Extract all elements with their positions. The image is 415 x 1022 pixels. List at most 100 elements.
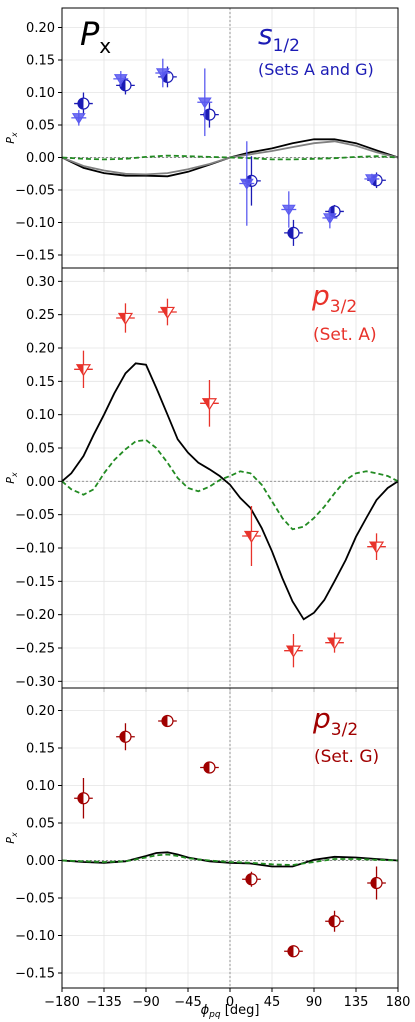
x-tick-label: −180 <box>44 995 80 1010</box>
x-tick-label: 90 <box>306 995 323 1010</box>
annotation: (Sets A and G) <box>258 60 374 79</box>
y-tick-label: 0.10 <box>26 408 55 423</box>
state-label: s1/2 <box>258 18 300 56</box>
marker-triangle <box>71 113 86 125</box>
data-point <box>364 173 380 186</box>
annotation: (Set. A) <box>313 325 377 345</box>
marker-circle-fill <box>77 792 84 804</box>
marker-triangle <box>113 74 128 86</box>
y-tick-label: 0.25 <box>26 308 55 323</box>
panel-1: 0.20 0.15 0.10 0.05 0.00 −0.05 −0.10 −0.15 Px Px s… <box>4 7 399 272</box>
y-axis: 0.20 0.15 0.10 0.05 0.00 −0.05 −0.10 −0.15 <box>15 21 62 264</box>
curve-solid-1 <box>62 362 398 621</box>
y-tick-label: 0.20 <box>26 704 55 719</box>
marker-circle-fill <box>203 762 210 773</box>
panel-2: 0.30 0.25 0.20 0.15 0.10 0.05 0.00 −0.05 −0.10 −0… <box>4 267 399 692</box>
y-tick-label: 0.00 <box>26 151 55 166</box>
data-point <box>116 723 135 751</box>
data-points <box>71 58 386 246</box>
y-tick-label: 0.10 <box>26 779 55 794</box>
y-axis-label: Px <box>4 472 19 484</box>
curves <box>62 362 398 621</box>
x-tick-label: 135 <box>344 995 369 1010</box>
y-tick-label: −0.10 <box>15 216 55 231</box>
marker-circle-fill <box>161 715 168 727</box>
y-tick-label: 0.00 <box>26 854 55 869</box>
data-point <box>155 58 171 88</box>
data-point <box>239 141 255 226</box>
y-tick-label: 0.00 <box>26 475 55 490</box>
annotation: (Set. G) <box>314 747 379 767</box>
data-point <box>242 506 261 566</box>
marker-triangle <box>364 174 379 186</box>
marker-triangle-fill <box>286 646 294 657</box>
data-point <box>325 632 344 653</box>
marker-triangle <box>197 97 212 109</box>
y-tick-label: 0.15 <box>26 375 55 390</box>
data-point <box>242 871 261 887</box>
curves <box>62 851 398 868</box>
marker-circle-fill <box>119 731 126 743</box>
marker-circle-fill <box>371 877 377 889</box>
x-tick-label: −45 <box>174 995 201 1010</box>
y-tick-label: −0.10 <box>15 929 55 944</box>
data-point <box>200 761 219 774</box>
data-point <box>367 866 386 900</box>
data-point <box>284 945 303 958</box>
marker-triangle <box>155 68 170 80</box>
y-tick-label: 0.15 <box>26 54 55 69</box>
y-axis: 0.20 0.15 0.10 0.05 0.00 −0.05 −0.10 −0.15 <box>15 704 62 982</box>
data-point <box>367 533 386 560</box>
data-point <box>74 92 93 115</box>
y-tick-label: 0.05 <box>26 442 55 457</box>
y-tick-label: −0.05 <box>15 892 55 907</box>
data-point <box>116 303 135 333</box>
y-axis-label: Px <box>4 832 19 844</box>
marker-triangle-fill <box>76 364 84 376</box>
y-tick-label: 0.30 <box>26 275 55 290</box>
y-axis: 0.30 0.25 0.20 0.15 0.10 0.05 0.00 −0.05 −0.10 −0… <box>15 275 62 690</box>
y-tick-label: −0.15 <box>15 967 55 982</box>
data-point <box>74 350 93 388</box>
data-point <box>325 910 344 932</box>
data-point <box>158 298 177 326</box>
marker-circle-fill <box>329 915 335 927</box>
y-tick-label: −0.25 <box>15 642 55 657</box>
panel-3: 0.200.150.100.050.00−0.05−0.10−0.15−180−… <box>4 687 410 1020</box>
marker-triangle-fill <box>202 398 210 410</box>
y-tick-label: −0.05 <box>15 508 55 523</box>
data-point <box>281 191 297 228</box>
x-tick-label: −90 <box>132 995 159 1010</box>
marker-circle-fill <box>77 98 84 110</box>
y-tick-label: −0.15 <box>15 575 55 590</box>
marker-triangle <box>322 213 337 225</box>
curve-dashed-3 <box>62 154 398 161</box>
marker-circle-fill <box>287 945 294 957</box>
data-point <box>322 207 338 229</box>
panel-title: Px <box>80 15 111 58</box>
x-tick-label: −135 <box>86 995 122 1010</box>
marker-triangle <box>239 178 254 190</box>
x-axis: −180 −135 −90 −45 0 45 90 135 180 <box>44 988 410 1010</box>
data-point <box>113 71 129 87</box>
marker-triangle-fill <box>328 638 335 649</box>
x-tick-label: 45 <box>264 995 281 1010</box>
marker-circle-fill <box>245 873 252 885</box>
data-point <box>71 110 87 126</box>
data-point <box>197 68 213 137</box>
marker-triangle-fill <box>244 531 252 542</box>
marker-triangle-fill <box>118 313 126 324</box>
state-label: p3/2 <box>311 279 357 317</box>
state-label: p3/2 <box>312 702 358 740</box>
x-axis-label: ϕpq [deg] <box>201 1003 260 1020</box>
marker-triangle-fill <box>160 307 168 318</box>
data-point <box>200 380 219 427</box>
y-tick-label: 0.15 <box>26 742 55 757</box>
data-point <box>74 778 93 819</box>
y-tick-label: 0.10 <box>26 86 55 101</box>
data-point <box>284 219 303 246</box>
y-tick-label: −0.10 <box>15 542 55 557</box>
y-tick-label: 0.05 <box>26 119 55 134</box>
marker-triangle-fill <box>370 542 377 553</box>
